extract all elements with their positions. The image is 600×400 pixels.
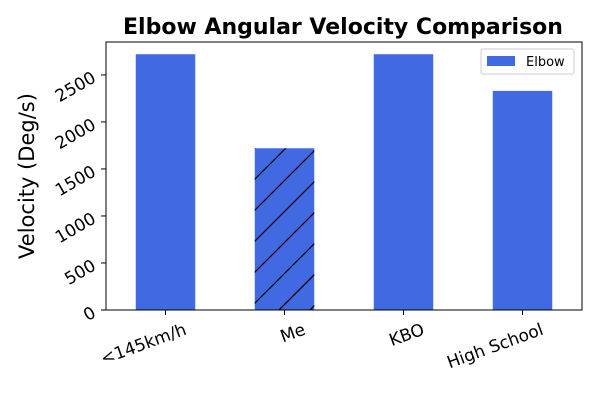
chart-title: Elbow Angular Velocity Comparison: [123, 15, 563, 40]
legend: Elbow: [480, 48, 575, 75]
bar-2: [373, 54, 434, 310]
y-tick-label-3: 1500: [52, 162, 99, 201]
y-tick-label-2: 1000: [52, 209, 99, 248]
y-tick-label-0: 0: [80, 303, 99, 326]
bar-hatch-1: [254, 148, 315, 310]
plot-frame: [105, 41, 583, 311]
y-tick-label-1: 500: [61, 256, 99, 290]
bar-0: [135, 54, 196, 310]
x-axis: <145km/h Me KBO High School: [98, 310, 546, 373]
x-tick-label-1: Me: [278, 320, 308, 347]
bars-group: [135, 54, 553, 310]
bar-3: [492, 90, 553, 310]
y-tick-label-4: 2000: [52, 115, 99, 154]
y-axis-label: Velocity (Deg/s): [15, 93, 39, 259]
y-tick-label-5: 2500: [52, 68, 99, 107]
x-tick-label-0: <145km/h: [98, 320, 189, 369]
y-axis: 0 500 1000 1500 2000 2500: [52, 68, 106, 326]
x-tick-label-2: KBO: [387, 320, 428, 351]
legend-label: Elbow: [526, 55, 565, 70]
legend-swatch: [487, 56, 515, 66]
legend-box: [480, 48, 575, 75]
x-tick-label-3: High School: [445, 320, 547, 373]
